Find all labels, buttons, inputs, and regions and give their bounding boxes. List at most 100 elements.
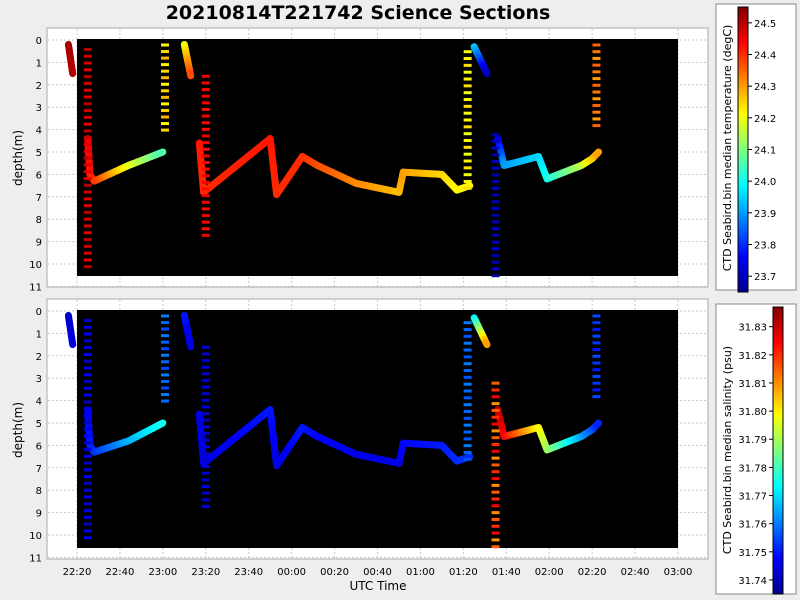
- y-tick-label: 5: [36, 419, 42, 430]
- data-point: [83, 380, 92, 384]
- data-point: [201, 431, 210, 435]
- data-point: [83, 238, 92, 242]
- data-point: [83, 522, 92, 526]
- colorbar-tick-label: 31.76: [738, 520, 767, 531]
- data-point: [463, 84, 472, 88]
- data-point: [592, 50, 601, 54]
- data-point: [201, 352, 210, 356]
- x-axis-label: UTC Time: [350, 579, 407, 593]
- y-axis-label-salinity: depth(m): [11, 402, 25, 458]
- data-point: [463, 396, 472, 400]
- y-tick-label: 11: [29, 553, 42, 564]
- data-point: [592, 321, 601, 325]
- colorbar-tick-label: 24.5: [754, 19, 776, 30]
- data-point: [201, 207, 210, 211]
- colorbar-tick-label: 31.78: [738, 463, 767, 474]
- data-point: [592, 83, 601, 87]
- data-point: [463, 182, 474, 190]
- data-point: [83, 461, 92, 465]
- y-tick-label: 6: [36, 170, 42, 181]
- data-point: [491, 193, 500, 197]
- y-tick-label: 4: [36, 126, 42, 137]
- data-point: [83, 258, 92, 262]
- data-point: [83, 454, 92, 458]
- data-point: [201, 94, 210, 98]
- data-point: [161, 334, 170, 338]
- y-tick-label: 9: [36, 238, 42, 249]
- data-point: [83, 414, 92, 418]
- data-point: [83, 170, 92, 174]
- data-point: [491, 274, 500, 278]
- data-point: [491, 402, 500, 406]
- y-axis-label-temperature: depth(m): [11, 130, 25, 186]
- y-tick-label: 2: [36, 81, 42, 92]
- colorbar-tick-label: 24.1: [754, 146, 776, 157]
- data-point: [491, 477, 500, 481]
- data-point: [83, 109, 92, 113]
- data-point: [463, 152, 472, 156]
- data-point: [592, 374, 601, 378]
- data-point: [161, 399, 170, 403]
- colorbar-tick-label: 31.80: [738, 407, 767, 418]
- data-point: [83, 441, 92, 445]
- data-point: [201, 425, 210, 429]
- data-point: [161, 314, 170, 318]
- data-point: [161, 122, 170, 126]
- data-point: [491, 490, 500, 494]
- data-point: [463, 321, 472, 325]
- data-point: [491, 531, 500, 535]
- data-point: [83, 75, 92, 79]
- data-point: [463, 457, 472, 461]
- data-point: [592, 381, 601, 385]
- data-point: [83, 373, 92, 377]
- data-point: [491, 159, 500, 163]
- data-point: [592, 388, 601, 392]
- x-tick-label: 23:40: [234, 567, 263, 578]
- y-tick-label: 6: [36, 441, 42, 452]
- data-point: [463, 180, 472, 184]
- data-point: [161, 76, 170, 80]
- data-point: [83, 190, 92, 194]
- data-point: [83, 420, 92, 424]
- data-point: [83, 468, 92, 472]
- data-point: [491, 139, 500, 143]
- data-point: [491, 538, 500, 542]
- data-point: [83, 346, 92, 350]
- data-point: [463, 334, 472, 338]
- data-point: [201, 167, 210, 171]
- data-point: [592, 148, 603, 158]
- data-point: [83, 149, 92, 153]
- data-point: [201, 491, 210, 495]
- data-point: [491, 200, 500, 204]
- y-axis-label-group-bottom: depth(m): [11, 402, 25, 458]
- data-point: [161, 360, 170, 364]
- data-point: [83, 488, 92, 492]
- data-point: [161, 379, 170, 383]
- data-point: [161, 56, 170, 60]
- data-point: [482, 67, 491, 78]
- data-point: [83, 332, 92, 336]
- data-point: [83, 115, 92, 119]
- x-tick-label: 01:20: [449, 567, 478, 578]
- data-point: [83, 183, 92, 187]
- y-tick-label: 3: [36, 374, 42, 385]
- data-point: [83, 427, 92, 431]
- data-point: [592, 43, 601, 47]
- data-point: [201, 200, 210, 204]
- data-point: [161, 50, 170, 54]
- x-tick-label: 00:00: [277, 567, 306, 578]
- data-point: [463, 57, 472, 61]
- data-point: [491, 220, 500, 224]
- data-point: [463, 50, 472, 54]
- colorbar-tick-label: 31.75: [738, 548, 767, 559]
- data-point: [491, 267, 500, 271]
- x-tick-label: 22:20: [63, 567, 92, 578]
- data-point: [463, 70, 472, 74]
- colorbar-label-salinity: CTD Seabird.bin median salinity (psu): [721, 346, 734, 554]
- data-point: [201, 451, 210, 455]
- data-point: [592, 327, 601, 331]
- y-tick-label: 8: [36, 215, 42, 226]
- data-point: [161, 373, 170, 377]
- data-point: [201, 359, 210, 363]
